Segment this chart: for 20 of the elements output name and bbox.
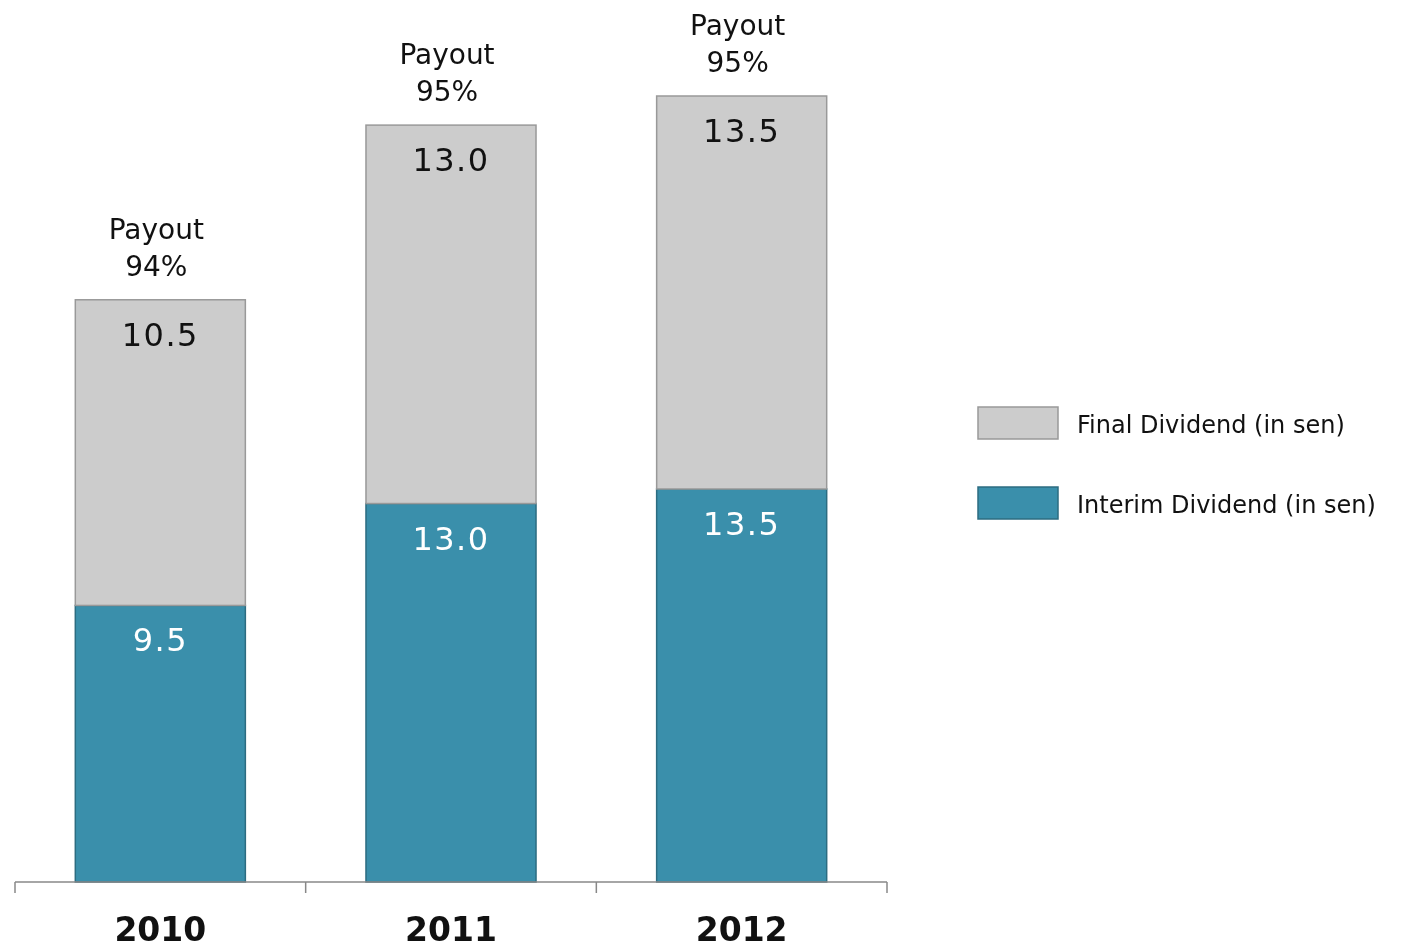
data-label: 10.5 [121,315,199,354]
data-label: 13.0 [412,519,490,558]
x-tick-label: 2010 [114,910,207,948]
annotation: Payout 94% [108,212,204,283]
data-label: 13.0 [412,141,490,180]
bar [74,604,247,883]
legend-label: Final Dividend (in sen) [1077,411,1345,439]
data-label: 13.5 [703,112,781,150]
data-label: 9.5 [132,621,189,660]
x-tick-label: 2011 [405,910,497,948]
bar [655,488,828,883]
bar [365,124,537,505]
bar [655,95,828,490]
data-label: 13.5 [703,505,781,543]
annotation: Payout 95% [399,38,495,109]
bar [74,299,247,607]
bar [365,502,537,883]
legend-label: Interim Dividend (in sen) [1077,491,1376,519]
x-tick-label: 2012 [695,910,788,948]
annotation: Payout 95% [690,9,786,79]
